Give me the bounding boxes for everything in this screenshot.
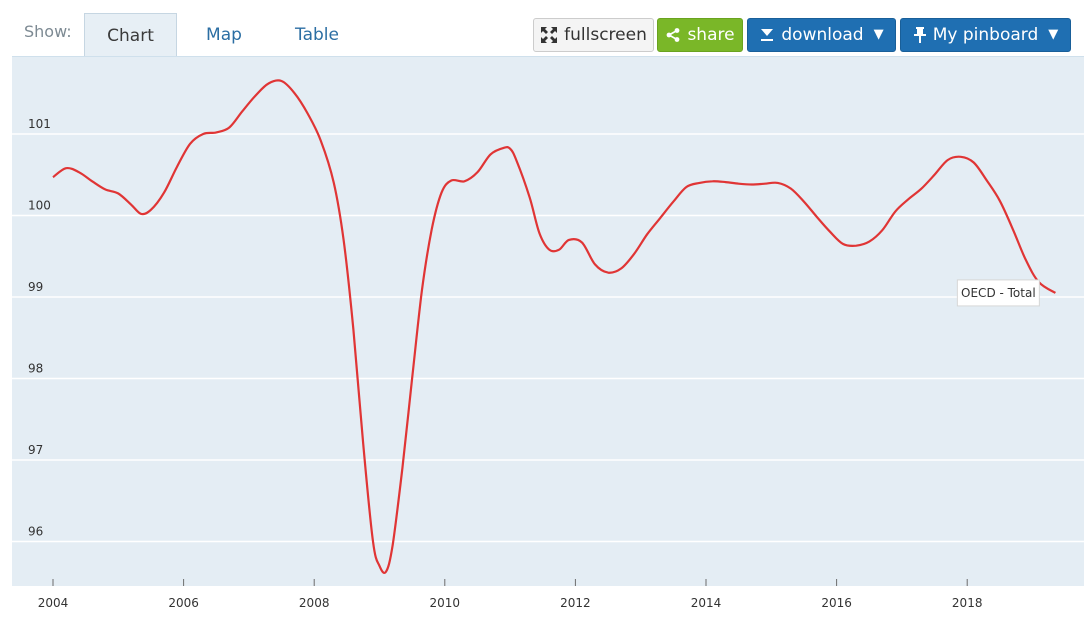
y-tick-label: 101	[28, 117, 51, 131]
tab-chart[interactable]: Chart	[84, 13, 177, 57]
download-icon	[761, 29, 774, 41]
line-chart: 96 97 98 99 100 101 2004 2006 2008 2010 2012 2014 20…	[12, 57, 1084, 610]
chevron-down-icon: ▼	[1048, 27, 1059, 42]
download-button[interactable]: download ▼	[747, 18, 896, 52]
y-tick-label: 96	[28, 525, 43, 539]
pin-icon	[913, 27, 926, 43]
y-tick-label: 100	[28, 199, 51, 213]
chart-toolbar: Show: Chart Map Table fullscreen share	[0, 0, 1088, 57]
x-tick-label: 2004	[38, 596, 69, 610]
my-pinboard-label: My pinboard	[932, 25, 1039, 45]
x-tick-label: 2008	[299, 596, 330, 610]
fullscreen-icon	[541, 27, 558, 43]
download-label: download	[781, 25, 864, 45]
chevron-down-icon: ▼	[873, 27, 884, 42]
series-label: OECD - Total	[961, 286, 1036, 300]
share-button[interactable]: share	[657, 18, 743, 52]
y-tick-label: 98	[28, 362, 43, 376]
fullscreen-button[interactable]: fullscreen	[533, 18, 654, 52]
share-icon	[667, 28, 680, 42]
x-tick-label: 2012	[560, 596, 591, 610]
my-pinboard-button[interactable]: My pinboard ▼	[900, 18, 1071, 52]
plot-background	[12, 57, 1084, 586]
x-tick-label: 2018	[952, 596, 983, 610]
y-tick-label: 99	[28, 280, 43, 294]
tab-table[interactable]: Table	[295, 25, 339, 45]
share-label: share	[687, 25, 735, 45]
x-tick-label: 2014	[691, 596, 722, 610]
tab-map[interactable]: Map	[206, 25, 242, 45]
y-tick-label: 97	[28, 443, 43, 457]
fullscreen-label: fullscreen	[564, 25, 647, 45]
series-line-oecd-total	[52, 79, 1056, 575]
chart-area: 96 97 98 99 100 101 2004 2006 2008 2010 2012 2014 20…	[0, 57, 1088, 616]
x-tick-label: 2016	[821, 596, 852, 610]
show-label: Show:	[24, 22, 72, 41]
toolbar-divider	[12, 56, 1084, 57]
x-tick-label: 2006	[168, 596, 199, 610]
series-label-box	[956, 279, 1040, 307]
x-tick-label: 2010	[430, 596, 461, 610]
